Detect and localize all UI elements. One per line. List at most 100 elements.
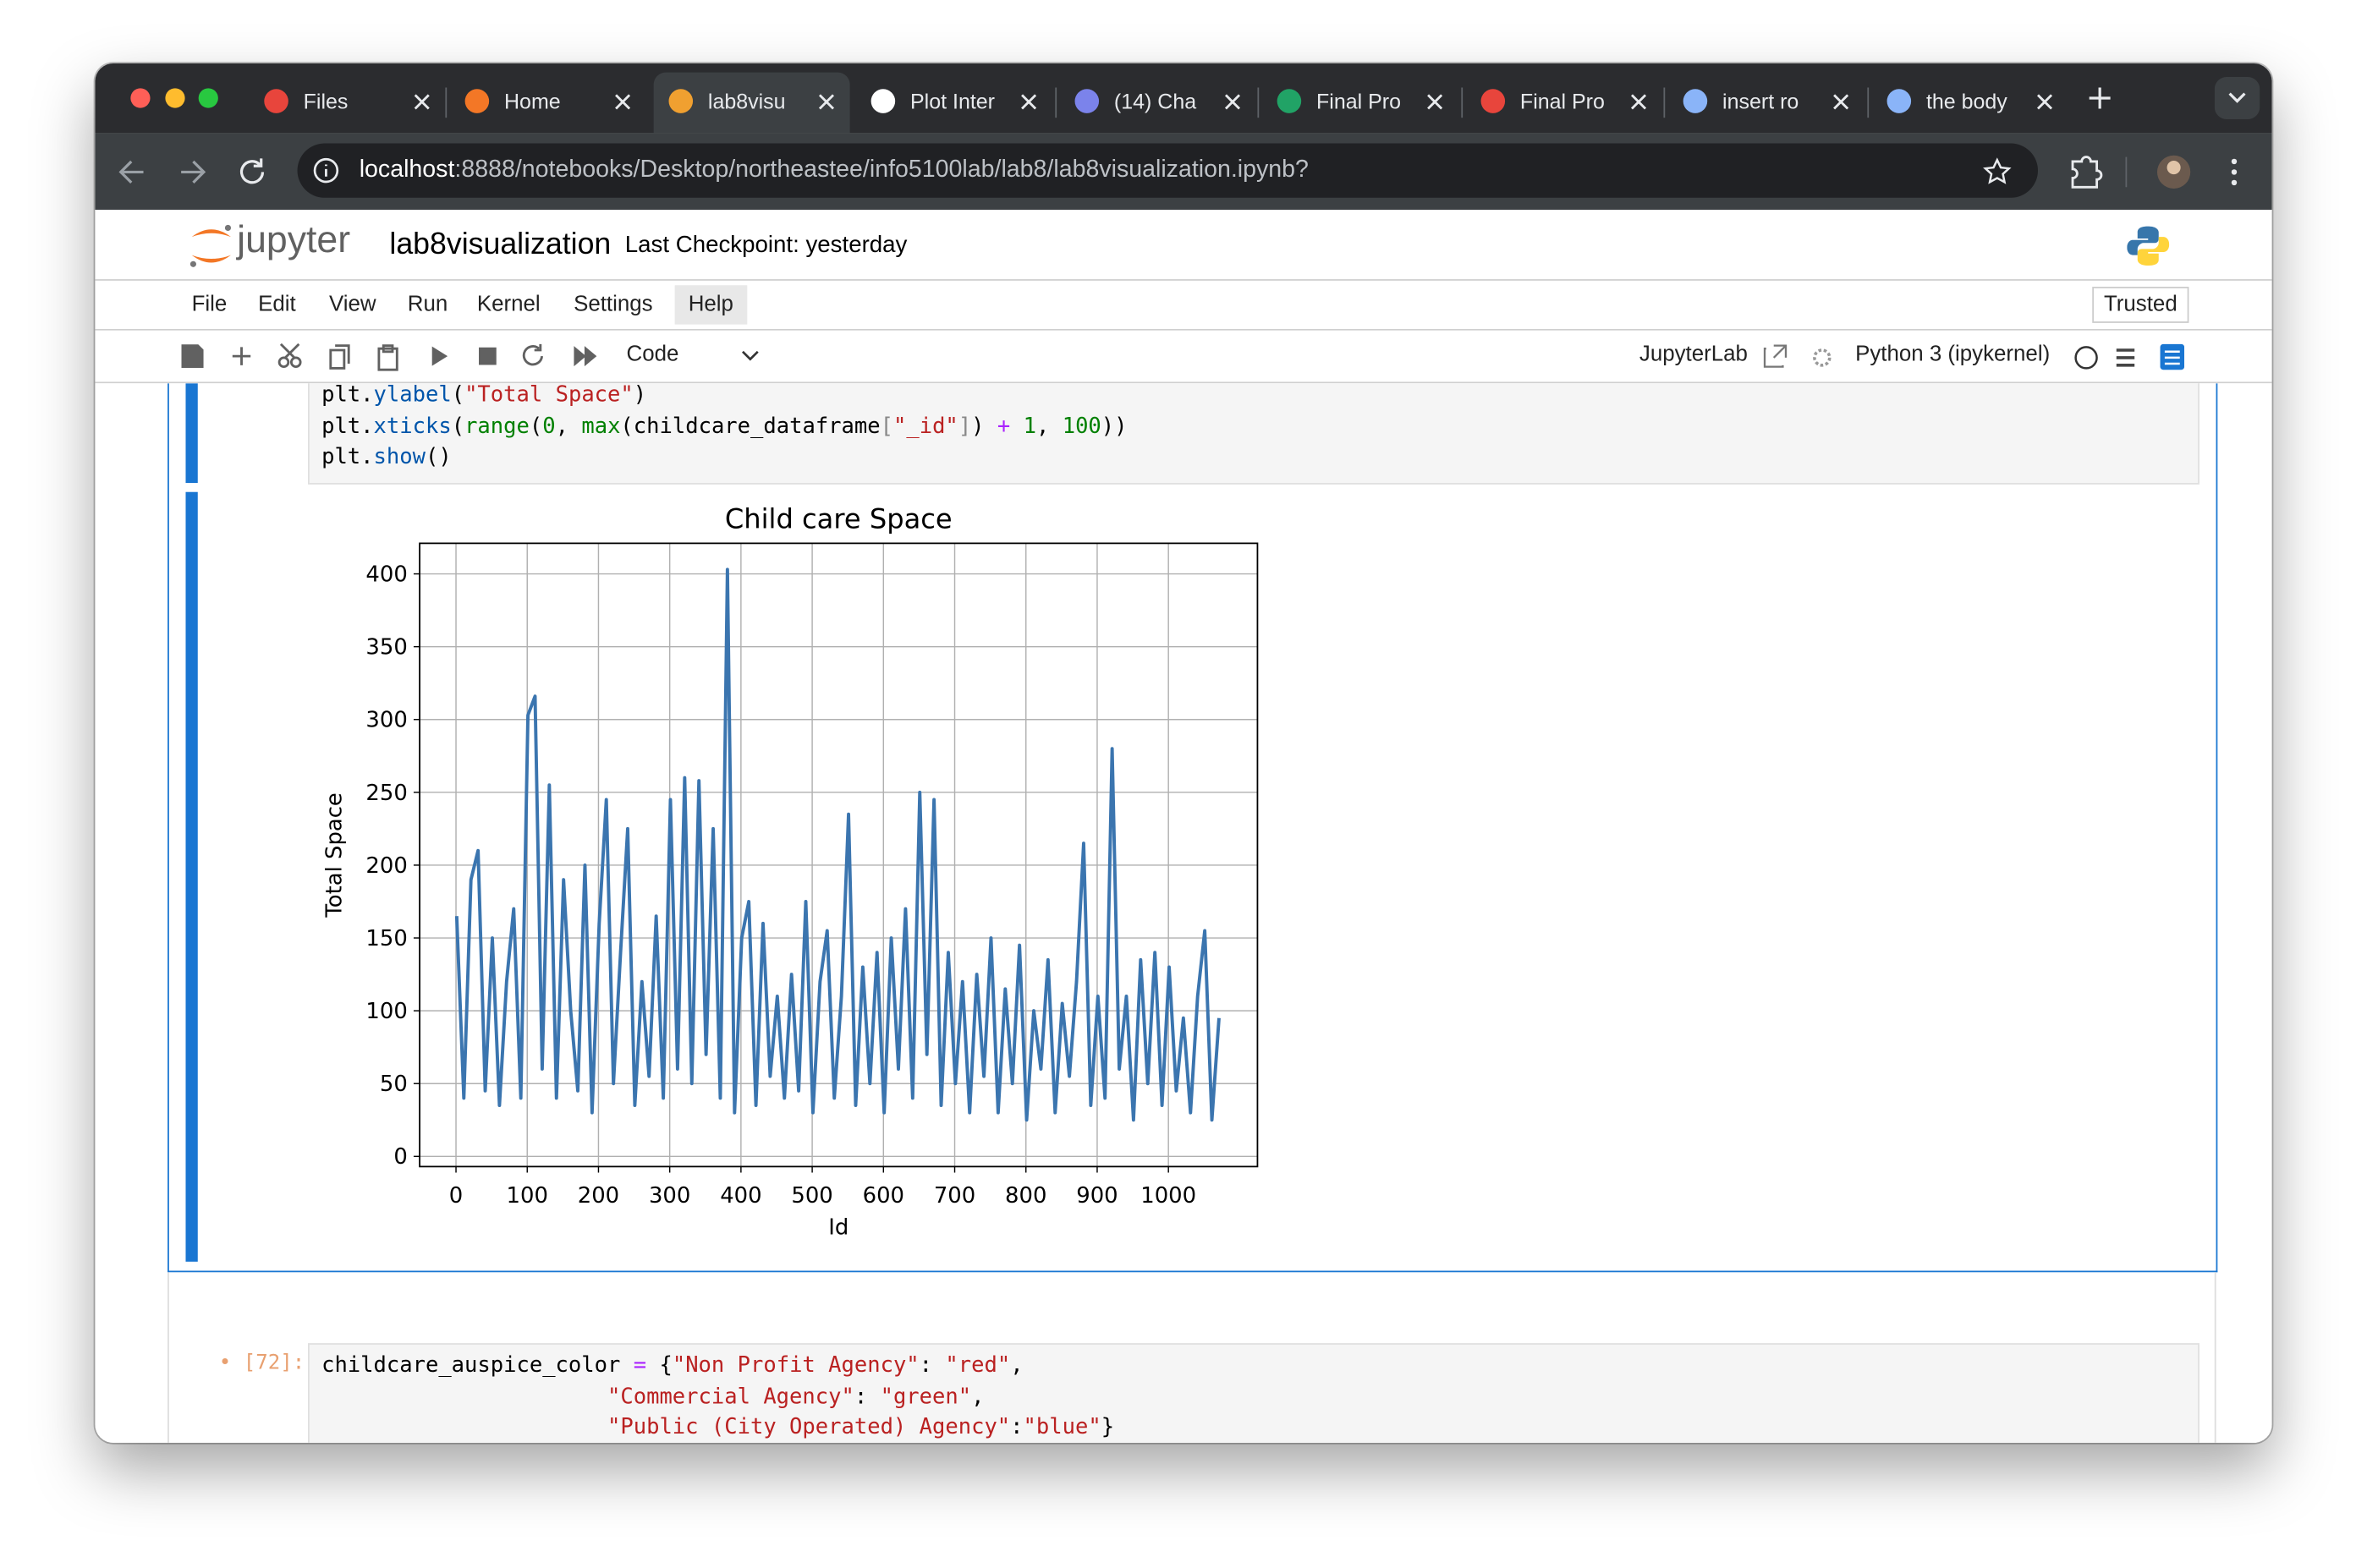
interrupt-button[interactable] [479, 347, 497, 365]
insert-button[interactable] [232, 347, 251, 365]
x-axis-label: Id [828, 1215, 848, 1241]
x-tick-label: 300 [649, 1183, 690, 1209]
tab-close[interactable] [1832, 94, 1849, 111]
code-token: plt. [321, 445, 374, 469]
code-token: ) [971, 414, 997, 440]
code-token: "_id" [892, 414, 958, 440]
code-token: plt. [321, 414, 374, 440]
tab-close[interactable] [414, 94, 431, 111]
close-glyph [1833, 94, 1849, 110]
code-token: : [919, 1353, 946, 1379]
tab-close[interactable] [818, 94, 835, 111]
tab-icon [1480, 89, 1506, 113]
forward-button[interactable] [181, 160, 206, 184]
y-tick-label: 300 [365, 708, 407, 733]
back-button[interactable] [118, 160, 144, 184]
menu-item[interactable]: Settings [574, 293, 653, 317]
toc-button[interactable] [2116, 348, 2135, 367]
tab-title: insert ro [1722, 89, 1799, 113]
x-tick-label: 200 [578, 1183, 619, 1209]
menu-item[interactable]: File [191, 293, 228, 317]
code-cell[interactable]: plt.ylabel("Total Space") plt.xticks(rang… [308, 383, 2199, 485]
cut-button[interactable] [277, 343, 302, 369]
menu-item[interactable]: Kernel [476, 293, 541, 317]
tab-separator [1461, 87, 1464, 118]
code-token: = [633, 1353, 647, 1379]
code-token: , [1035, 414, 1063, 440]
browser-tab[interactable]: Home [450, 73, 646, 133]
bookmark-star[interactable] [1982, 157, 2013, 188]
tab-close[interactable] [2036, 94, 2053, 111]
y-tick-label: 0 [393, 1144, 407, 1170]
close-button[interactable] [130, 88, 151, 108]
kernel-name[interactable]: Python 3 (ipykernel) [1855, 343, 2051, 367]
code-line: "Commercial Agency": "green", [321, 1385, 984, 1410]
data-line [454, 567, 1221, 1122]
x-tick-label: 500 [791, 1183, 832, 1209]
code-token: 0 [542, 414, 556, 440]
menu-item[interactable]: View [329, 293, 376, 317]
run-button[interactable] [431, 346, 448, 366]
code-token [321, 1385, 607, 1410]
cell-type-select[interactable]: Code [626, 343, 679, 367]
jupyterlab-link[interactable]: JupyterLab [1639, 343, 1748, 367]
code-token: , [555, 414, 582, 440]
code-token: )) [1101, 414, 1128, 440]
y-tick-label: 150 [365, 926, 407, 951]
close-glyph [1427, 94, 1443, 110]
input-collapser[interactable] [185, 383, 198, 484]
output-collapser[interactable] [185, 491, 198, 1262]
tab-close[interactable] [1224, 94, 1241, 111]
plot-frame [419, 542, 1259, 1168]
x-tick-label: 1000 [1140, 1183, 1196, 1209]
restart-button[interactable] [522, 343, 544, 366]
jupyter-logo[interactable] [185, 222, 237, 270]
menu-bar: Trusted File Edit View Run Kernel Settings Hel… [95, 280, 2272, 331]
tab-separator [1257, 87, 1260, 118]
browser-tab[interactable]: insert ro [1668, 73, 1864, 133]
browser-tab[interactable]: the body [1872, 73, 2068, 133]
browser-tab[interactable]: Final Pro [1466, 73, 1662, 133]
browser-tab[interactable]: Final Pro [1262, 73, 1458, 133]
browser-tab[interactable]: (14) Cha [1060, 73, 1256, 133]
x-tick-label: 700 [934, 1183, 975, 1209]
tab-close[interactable] [1426, 94, 1443, 111]
reload-button[interactable] [239, 158, 265, 184]
extensions-button[interactable] [2071, 156, 2103, 189]
notebook-name[interactable]: lab8visualization [389, 228, 612, 261]
tab-close[interactable] [1020, 94, 1037, 111]
trusted-indicator[interactable]: Trusted [2092, 287, 2189, 323]
code-token [321, 1416, 607, 1440]
code-token: [ [880, 414, 893, 440]
new-tab[interactable] [2084, 83, 2115, 113]
code-token: : [854, 1385, 881, 1410]
tab-close[interactable] [614, 94, 631, 111]
zoom-button[interactable] [198, 88, 218, 108]
code-token: ) [633, 383, 647, 408]
code-token: 100 [1062, 414, 1101, 440]
code-token: { [646, 1353, 673, 1379]
code-cell[interactable]: childcare_auspice_color = {"Non Profit A… [308, 1343, 2199, 1443]
code-token: ( [451, 383, 465, 408]
close-glyph [414, 94, 430, 110]
minimize-button[interactable] [165, 88, 185, 108]
browser-tab[interactable]: Plot Inter [856, 73, 1052, 133]
paste-button[interactable] [377, 344, 398, 371]
browser-tab[interactable]: Files [249, 73, 445, 133]
code-token: ylabel [373, 383, 452, 408]
url-field[interactable]: localhost:8888/notebooks/Desktop/northea… [297, 143, 2038, 198]
tab-close[interactable] [1630, 94, 1647, 111]
save-button[interactable] [181, 344, 204, 369]
run-all-button[interactable] [574, 346, 597, 367]
tab-search[interactable] [2214, 77, 2260, 119]
x-tick-label: 600 [863, 1183, 904, 1209]
notebook-toolbar: Code JupyterLab Python 3 (ipykernel) [95, 330, 2272, 384]
menu-item[interactable]: Edit [258, 293, 296, 317]
menu-item[interactable]: Help [674, 285, 747, 325]
copy-button[interactable] [329, 344, 350, 370]
address-bar: localhost:8888/notebooks/Desktop/northea… [95, 133, 2272, 211]
menu-item[interactable]: Run [407, 293, 448, 317]
site-info[interactable] [312, 157, 339, 184]
browser-tab[interactable]: lab8visu [653, 72, 850, 134]
